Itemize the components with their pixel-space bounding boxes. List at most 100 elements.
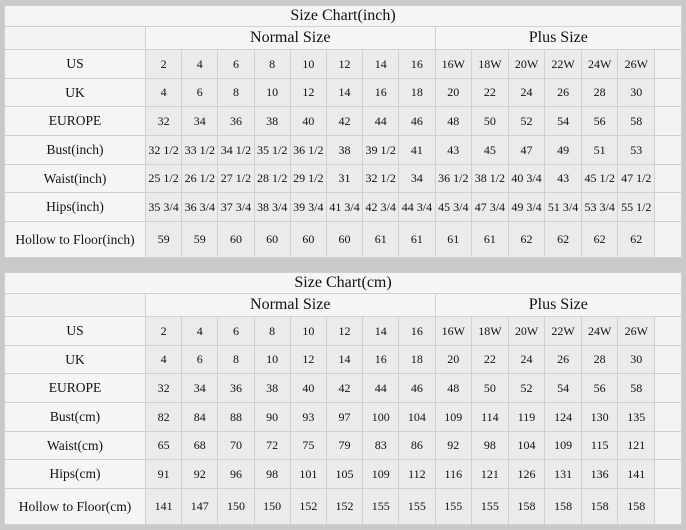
empty-cell bbox=[654, 135, 683, 165]
size-cell: 36 bbox=[217, 106, 255, 136]
size-cell: 150 bbox=[253, 488, 291, 525]
size-cell: 52 bbox=[507, 106, 546, 136]
corner-cell bbox=[4, 26, 146, 50]
size-cell: 12 bbox=[325, 49, 364, 79]
size-cell: 53 bbox=[617, 135, 656, 165]
row-label: EUROPE bbox=[4, 106, 146, 136]
size-cell: 32 bbox=[144, 373, 183, 403]
empty-cell bbox=[654, 49, 683, 79]
size-cell: 56 bbox=[580, 106, 619, 136]
size-cell: 24 bbox=[507, 78, 546, 107]
size-cell: 38 3/4 bbox=[253, 192, 291, 222]
size-cell: 20 bbox=[434, 345, 473, 374]
size-cell: 37 3/4 bbox=[217, 192, 255, 222]
size-cell: 20 bbox=[434, 78, 473, 107]
size-cell: 44 3/4 bbox=[398, 192, 436, 222]
size-cell: 48 bbox=[434, 106, 473, 136]
size-cell: 26W bbox=[617, 316, 656, 346]
size-cell: 24W bbox=[580, 49, 619, 79]
size-cell: 86 bbox=[398, 431, 436, 460]
size-cell: 90 bbox=[253, 402, 291, 432]
size-table: Size Chart(cm) Normal Size Plus Size US 2 4 6 8… bbox=[3, 272, 683, 525]
size-cell: 31 bbox=[325, 164, 364, 193]
size-cell: 30 bbox=[617, 78, 656, 107]
size-cell: 6 bbox=[181, 78, 219, 107]
size-cell: 68 bbox=[181, 431, 219, 460]
size-cell: 10 bbox=[289, 49, 327, 79]
size-cell: 130 bbox=[580, 402, 619, 432]
size-cell: 29 1/2 bbox=[289, 164, 327, 193]
size-cell: 14 bbox=[362, 316, 400, 346]
table-row: Bust(inch) 32 1/2 33 1/2 34 1/2 35 1/2 36 1/2… bbox=[4, 135, 683, 165]
size-cell: 34 bbox=[398, 164, 436, 193]
size-cell: 50 bbox=[471, 373, 509, 403]
size-cell: 12 bbox=[325, 316, 364, 346]
size-cell: 45 3/4 bbox=[434, 192, 473, 222]
table-row: Hips(inch) 35 3/4 36 3/4 37 3/4 38 3/4 39 3/4… bbox=[4, 192, 683, 222]
size-cell: 47 bbox=[507, 135, 546, 165]
size-cell: 43 bbox=[434, 135, 473, 165]
size-cell: 44 bbox=[362, 373, 400, 403]
size-cell: 4 bbox=[181, 49, 219, 79]
size-cell: 24W bbox=[580, 316, 619, 346]
table-row: Waist(cm) 65 68 70 72 75 79 83 86 92 98 104 109 115 12… bbox=[4, 431, 683, 460]
size-cell: 155 bbox=[471, 488, 509, 525]
size-cell: 56 bbox=[580, 373, 619, 403]
size-cell: 92 bbox=[434, 431, 473, 460]
size-cell: 152 bbox=[325, 488, 364, 525]
size-cell: 59 bbox=[144, 221, 183, 258]
size-cell: 49 3/4 bbox=[507, 192, 546, 222]
size-cell: 32 1/2 bbox=[144, 135, 183, 165]
size-cell: 75 bbox=[289, 431, 327, 460]
size-cell: 126 bbox=[507, 459, 546, 489]
size-cell: 16 bbox=[398, 49, 436, 79]
size-cell: 18W bbox=[471, 316, 509, 346]
size-cell: 18 bbox=[398, 78, 436, 107]
size-cell: 54 bbox=[544, 373, 582, 403]
size-cell: 82 bbox=[144, 402, 183, 432]
row-label: EUROPE bbox=[4, 373, 146, 403]
size-cell: 104 bbox=[507, 431, 546, 460]
corner-cell bbox=[4, 293, 146, 317]
row-label: Bust(inch) bbox=[4, 135, 146, 165]
size-cell: 101 bbox=[289, 459, 327, 489]
row-label: US bbox=[4, 316, 146, 346]
size-cell: 16 bbox=[398, 316, 436, 346]
size-cell: 72 bbox=[253, 431, 291, 460]
empty-cell bbox=[654, 192, 683, 222]
size-cell: 70 bbox=[217, 431, 255, 460]
empty-cell bbox=[654, 345, 683, 374]
size-cell: 42 3/4 bbox=[362, 192, 400, 222]
size-cell: 104 bbox=[398, 402, 436, 432]
empty-cell bbox=[654, 488, 683, 525]
size-cell: 34 1/2 bbox=[217, 135, 255, 165]
size-cell: 47 3/4 bbox=[471, 192, 509, 222]
size-cell: 8 bbox=[217, 345, 255, 374]
size-chart-cm: Size Chart(cm) Normal Size Plus Size US 2 4 6 8… bbox=[3, 272, 683, 525]
size-cell: 109 bbox=[544, 431, 582, 460]
size-cell: 84 bbox=[181, 402, 219, 432]
size-cell: 22 bbox=[471, 345, 509, 374]
size-cell: 109 bbox=[434, 402, 473, 432]
size-cell: 20W bbox=[507, 49, 546, 79]
size-cell: 8 bbox=[253, 316, 291, 346]
size-cell: 38 bbox=[253, 106, 291, 136]
size-cell: 26 1/2 bbox=[181, 164, 219, 193]
size-cell: 61 bbox=[434, 221, 473, 258]
size-cell: 32 1/2 bbox=[362, 164, 400, 193]
empty-cell bbox=[654, 431, 683, 460]
row-label: Hips(cm) bbox=[4, 459, 146, 489]
size-cell: 6 bbox=[217, 316, 255, 346]
size-cell: 10 bbox=[289, 316, 327, 346]
size-cell: 38 1/2 bbox=[471, 164, 509, 193]
table-row: US 2 4 6 8 10 12 14 16 16W 18W 20W 22W 24W 26W bbox=[4, 49, 683, 79]
table-row: Waist(inch) 25 1/2 26 1/2 27 1/2 28 1/2 29 1/… bbox=[4, 164, 683, 193]
size-cell: 38 bbox=[253, 373, 291, 403]
size-cell: 93 bbox=[289, 402, 327, 432]
size-cell: 61 bbox=[362, 221, 400, 258]
plus-size-header: Plus Size bbox=[434, 293, 683, 317]
size-cell: 97 bbox=[325, 402, 364, 432]
size-cell: 36 3/4 bbox=[181, 192, 219, 222]
row-label: Bust(cm) bbox=[4, 402, 146, 432]
size-cell: 6 bbox=[181, 345, 219, 374]
